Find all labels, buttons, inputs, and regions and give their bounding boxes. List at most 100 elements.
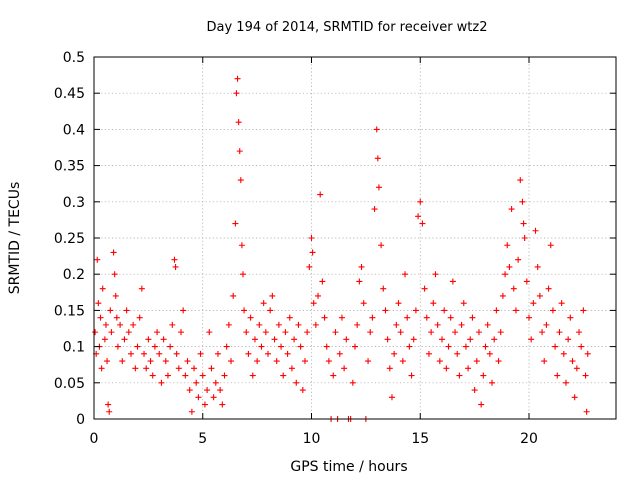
data-point	[343, 336, 350, 343]
data-point	[110, 249, 117, 256]
data-point	[284, 350, 291, 357]
data-point	[304, 329, 311, 336]
data-point	[456, 372, 463, 379]
data-point	[423, 314, 430, 321]
data-point	[378, 242, 385, 249]
data-point	[154, 329, 161, 336]
grid	[94, 57, 616, 419]
data-point	[233, 90, 240, 97]
data-point	[172, 263, 179, 270]
data-point	[452, 329, 459, 336]
x-axis: 0 5 10 15 20	[90, 57, 538, 447]
data-point	[143, 365, 150, 372]
data-point	[95, 300, 102, 307]
data-point	[312, 321, 319, 328]
data-point	[219, 401, 226, 408]
data-point	[341, 365, 348, 372]
data-point	[475, 329, 482, 336]
data-point	[384, 336, 391, 343]
x-tick-label: 20	[520, 431, 538, 447]
data-point	[243, 329, 250, 336]
data-point	[104, 358, 111, 365]
data-point	[191, 365, 198, 372]
data-point	[399, 358, 406, 365]
data-point	[225, 321, 232, 328]
y-tick-label: 0.1	[63, 340, 85, 356]
y-tick-label: 0.3	[63, 195, 85, 211]
data-point	[354, 321, 361, 328]
data-point	[541, 358, 548, 365]
data-point	[497, 329, 504, 336]
data-point	[132, 365, 139, 372]
data-point	[371, 206, 378, 213]
data-point	[251, 336, 258, 343]
data-point	[415, 213, 422, 220]
data-point	[125, 329, 132, 336]
data-point	[186, 387, 193, 394]
data-point	[297, 343, 304, 350]
data-point	[404, 314, 411, 321]
data-point	[526, 314, 532, 321]
data-point	[260, 300, 267, 307]
data-point	[92, 329, 99, 336]
data-point	[471, 387, 478, 394]
data-point	[504, 242, 511, 249]
data-point	[97, 314, 104, 321]
data-point	[519, 198, 526, 205]
data-point	[532, 227, 539, 234]
data-point	[239, 271, 246, 278]
data-point	[158, 379, 165, 386]
data-point	[315, 292, 322, 299]
data-point	[583, 408, 590, 415]
data-point	[397, 329, 404, 336]
data-point	[195, 394, 202, 401]
data-point	[410, 336, 417, 343]
data-point	[460, 300, 467, 307]
data-point	[436, 358, 443, 365]
data-point	[445, 343, 452, 350]
data-point	[578, 343, 585, 350]
data-point	[173, 350, 180, 357]
data-point	[493, 307, 500, 314]
data-point	[489, 379, 496, 386]
data-point	[573, 365, 580, 372]
x-tick-label: 10	[303, 431, 321, 447]
data-point	[245, 350, 252, 357]
data-point	[469, 314, 476, 321]
data-point	[512, 307, 519, 314]
data-point	[443, 365, 450, 372]
data-point	[502, 271, 509, 278]
data-point	[301, 358, 308, 365]
data-point	[184, 358, 191, 365]
data-point	[349, 379, 356, 386]
data-point	[147, 358, 154, 365]
data-point	[373, 126, 380, 133]
data-point	[282, 329, 289, 336]
data-point	[112, 292, 119, 299]
data-point	[175, 365, 182, 372]
data-point	[539, 329, 546, 336]
data-point	[484, 321, 491, 328]
data-point	[528, 336, 535, 343]
data-point	[521, 235, 528, 241]
data-point	[412, 307, 419, 314]
data-point	[299, 387, 306, 394]
data-point	[309, 249, 316, 256]
data-point	[108, 329, 115, 336]
data-point	[530, 300, 537, 307]
data-point	[275, 321, 282, 328]
data-point	[508, 206, 515, 213]
data-point	[499, 292, 506, 299]
data-point	[449, 278, 456, 285]
data-point	[380, 285, 387, 292]
data-point	[130, 321, 137, 328]
data-point	[193, 379, 200, 386]
data-point	[428, 329, 435, 336]
data-point	[367, 329, 374, 336]
data-point	[121, 336, 128, 343]
data-point	[523, 278, 530, 285]
data-point	[237, 177, 244, 184]
data-point	[467, 336, 474, 343]
data-point	[101, 336, 108, 343]
data-point	[480, 372, 487, 379]
